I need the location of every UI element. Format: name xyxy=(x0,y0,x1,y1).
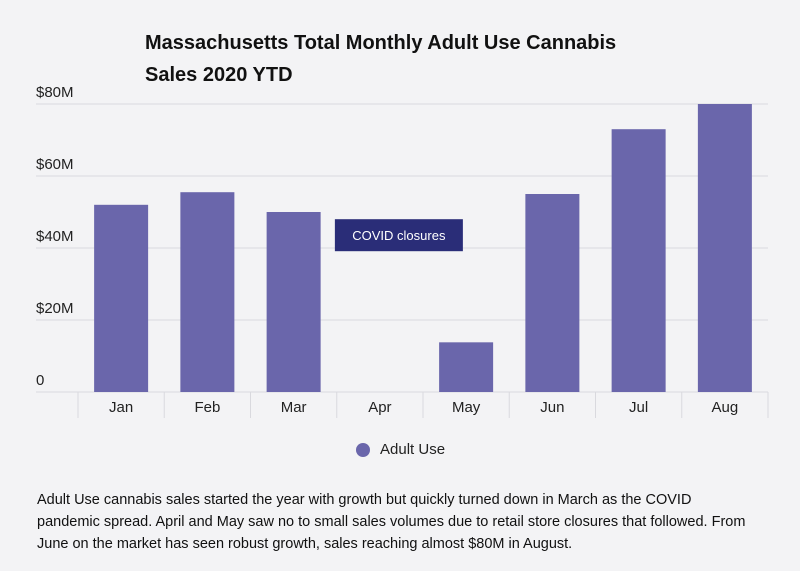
bar-feb xyxy=(180,192,235,392)
x-tick-label: May xyxy=(452,399,481,416)
bar-aug xyxy=(697,104,752,392)
legend-label: Adult Use xyxy=(380,441,446,458)
bar-mar xyxy=(266,212,321,392)
bar-may xyxy=(439,342,494,392)
x-tick-label: Aug xyxy=(712,399,739,416)
annotation-label: COVID closures xyxy=(352,228,446,243)
x-tick-label: Jan xyxy=(109,399,133,416)
x-tick-label: Apr xyxy=(368,399,391,416)
bar-jul xyxy=(611,129,666,392)
x-tick-label: Jul xyxy=(629,399,648,416)
chart-title: Massachusetts Total Monthly Adult Use Ca… xyxy=(145,27,705,91)
bar-jan xyxy=(94,204,149,392)
x-tick-label: Mar xyxy=(281,399,307,416)
y-tick-label: $40M xyxy=(36,228,74,245)
legend-swatch xyxy=(356,442,370,457)
bar-jun xyxy=(525,194,580,392)
chart-caption: Adult Use cannabis sales started the yea… xyxy=(37,492,746,552)
y-tick-label: $80M xyxy=(36,84,74,101)
y-tick-label: 0 xyxy=(36,372,44,389)
chart-title-line2: Sales 2020 YTD xyxy=(145,64,293,86)
legend: Adult Use xyxy=(356,441,445,458)
y-tick-label: $60M xyxy=(36,156,74,173)
x-tick-label: Feb xyxy=(194,399,220,416)
annotation-box xyxy=(334,219,463,252)
x-tick-label: Jun xyxy=(540,399,564,416)
y-tick-label: $20M xyxy=(36,300,74,317)
chart-title-line1: Massachusetts Total Monthly Adult Use Ca… xyxy=(145,32,617,54)
